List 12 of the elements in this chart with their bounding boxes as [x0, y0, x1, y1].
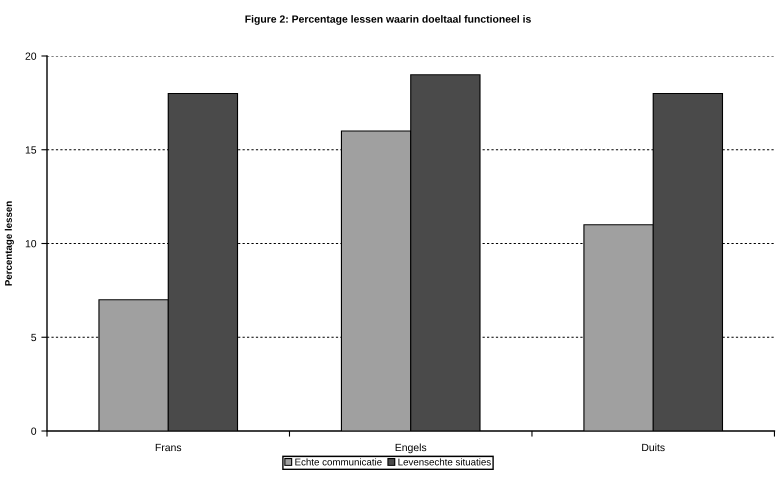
y-tick-label: 15	[26, 146, 36, 154]
y-tick-label: 5	[31, 334, 36, 342]
legend-label: Echte communicatie	[295, 458, 382, 466]
y-tick-label: 20	[26, 52, 36, 60]
y-tick-label: 10	[26, 240, 36, 248]
chart-title: Figure 2: Percentage lessen waarin doeltaal functioneel is	[245, 15, 531, 25]
legend-label: Levensechte situaties	[398, 458, 491, 466]
y-axis-title: Percentage lessen	[4, 201, 14, 286]
x-tick-label: Engels	[396, 444, 426, 454]
y-tick-label: 0	[31, 428, 36, 435]
x-tick-label: Duits	[642, 444, 665, 452]
x-tick-label: Frans	[156, 444, 182, 452]
